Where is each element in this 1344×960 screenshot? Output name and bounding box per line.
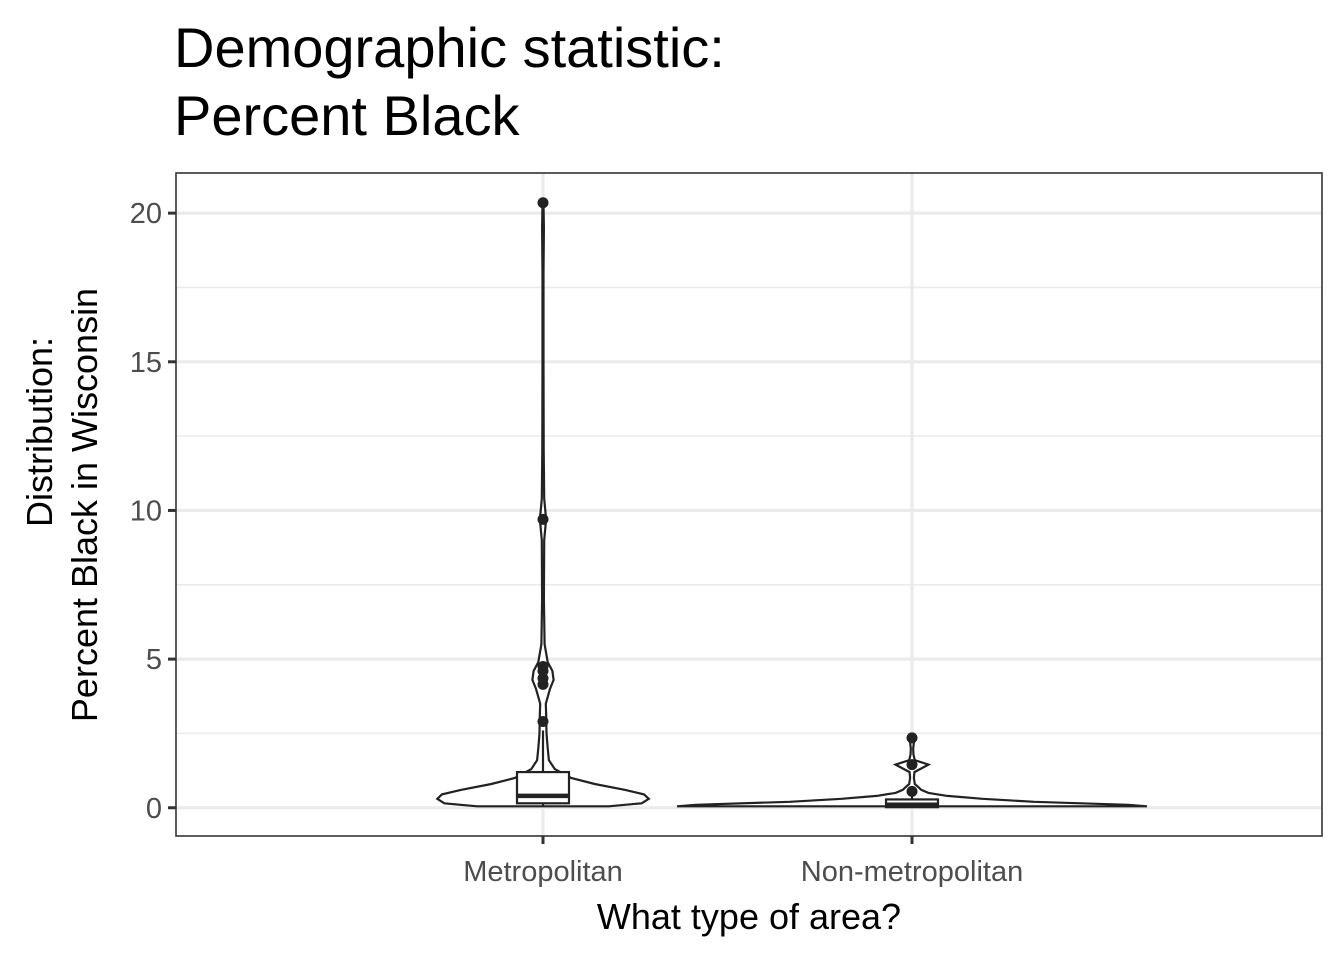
- y-axis: 0 5 10 15 20: [130, 198, 176, 825]
- box-iqr: [515, 770, 571, 805]
- plot-panel-border: [175, 172, 1323, 837]
- x-tick-label: Metropolitan: [463, 856, 623, 888]
- violins: [435, 201, 1148, 808]
- y-tick-label: 15: [130, 347, 162, 379]
- violin-metropolitan: [435, 201, 651, 808]
- outlier-point: [537, 197, 549, 209]
- y-axis-title-line-1: Distribution:: [19, 337, 60, 527]
- outlier-point: [537, 661, 549, 673]
- grid-lines: [176, 173, 1322, 836]
- outlier-point: [537, 716, 549, 728]
- x-tick-label: Non-metropolitan: [801, 856, 1023, 888]
- outlier-point: [537, 513, 549, 525]
- outlier-point: [906, 732, 918, 744]
- x-axis: Metropolitan Non-metropolitan: [463, 836, 1023, 888]
- outlier-point: [906, 759, 918, 771]
- y-tick-label: 5: [146, 644, 162, 676]
- x-axis-title: What type of area?: [597, 896, 901, 937]
- y-tick-label: 10: [130, 495, 162, 527]
- chart-title-line-1: Demographic statistic:: [174, 16, 725, 79]
- outlier-point: [906, 785, 918, 797]
- y-tick-label: 20: [130, 198, 162, 230]
- boxplots: [515, 730, 940, 809]
- y-tick-label: 0: [146, 793, 162, 825]
- y-axis-title-line-2: Percent Black in Wisconsin: [64, 288, 105, 722]
- outlier-points: [537, 197, 918, 797]
- chart-title-line-2: Percent Black: [174, 84, 520, 147]
